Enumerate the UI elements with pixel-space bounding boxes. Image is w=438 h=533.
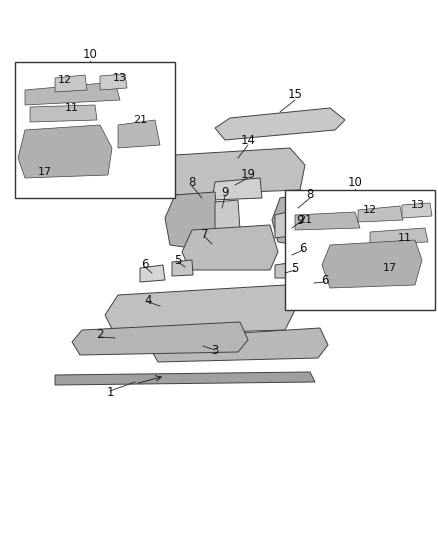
Text: 17: 17 [38, 167, 52, 177]
Text: 12: 12 [58, 75, 72, 85]
Polygon shape [295, 212, 360, 230]
Bar [285, 190, 435, 310]
Text: 13: 13 [411, 200, 425, 210]
Polygon shape [150, 328, 328, 362]
Text: 6: 6 [321, 273, 329, 287]
Text: 13: 13 [113, 73, 127, 83]
Text: 21: 21 [298, 215, 312, 225]
Text: 1: 1 [106, 386, 114, 400]
Polygon shape [215, 200, 240, 232]
Text: 8: 8 [188, 176, 196, 190]
Polygon shape [358, 206, 403, 222]
Polygon shape [30, 105, 97, 122]
Polygon shape [272, 192, 325, 248]
Polygon shape [322, 240, 422, 288]
Polygon shape [55, 75, 87, 92]
Polygon shape [212, 178, 262, 200]
Text: 8: 8 [306, 189, 314, 201]
Text: 14: 14 [240, 133, 255, 147]
Polygon shape [72, 322, 248, 355]
Text: 6: 6 [299, 241, 307, 254]
Polygon shape [18, 125, 112, 178]
Text: 10: 10 [82, 49, 97, 61]
Polygon shape [105, 285, 295, 335]
Text: 9: 9 [296, 214, 304, 227]
Text: 12: 12 [363, 205, 377, 215]
Text: 5: 5 [291, 262, 299, 274]
Polygon shape [118, 120, 160, 148]
Text: 10: 10 [348, 176, 362, 190]
Text: 11: 11 [65, 103, 79, 113]
Polygon shape [215, 108, 345, 140]
Polygon shape [165, 192, 218, 250]
Text: 7: 7 [201, 229, 209, 241]
Polygon shape [370, 228, 428, 244]
Polygon shape [275, 262, 296, 278]
Polygon shape [100, 74, 127, 90]
Text: 17: 17 [383, 263, 397, 273]
Text: 6: 6 [141, 259, 149, 271]
Polygon shape [140, 265, 165, 282]
Text: 9: 9 [221, 187, 229, 199]
Bar [15, 62, 175, 198]
Polygon shape [25, 82, 120, 105]
Text: 15: 15 [288, 88, 302, 101]
Text: 5: 5 [174, 254, 182, 266]
Text: 4: 4 [144, 294, 152, 306]
Text: 19: 19 [240, 168, 255, 182]
Polygon shape [182, 225, 278, 270]
Polygon shape [172, 260, 193, 276]
Text: 2: 2 [96, 328, 104, 342]
Text: 11: 11 [398, 233, 412, 243]
Text: 3: 3 [211, 343, 219, 357]
Polygon shape [55, 372, 315, 385]
Polygon shape [305, 268, 326, 283]
Polygon shape [275, 210, 298, 238]
Polygon shape [160, 148, 305, 195]
Text: 21: 21 [133, 115, 147, 125]
Polygon shape [402, 203, 432, 218]
